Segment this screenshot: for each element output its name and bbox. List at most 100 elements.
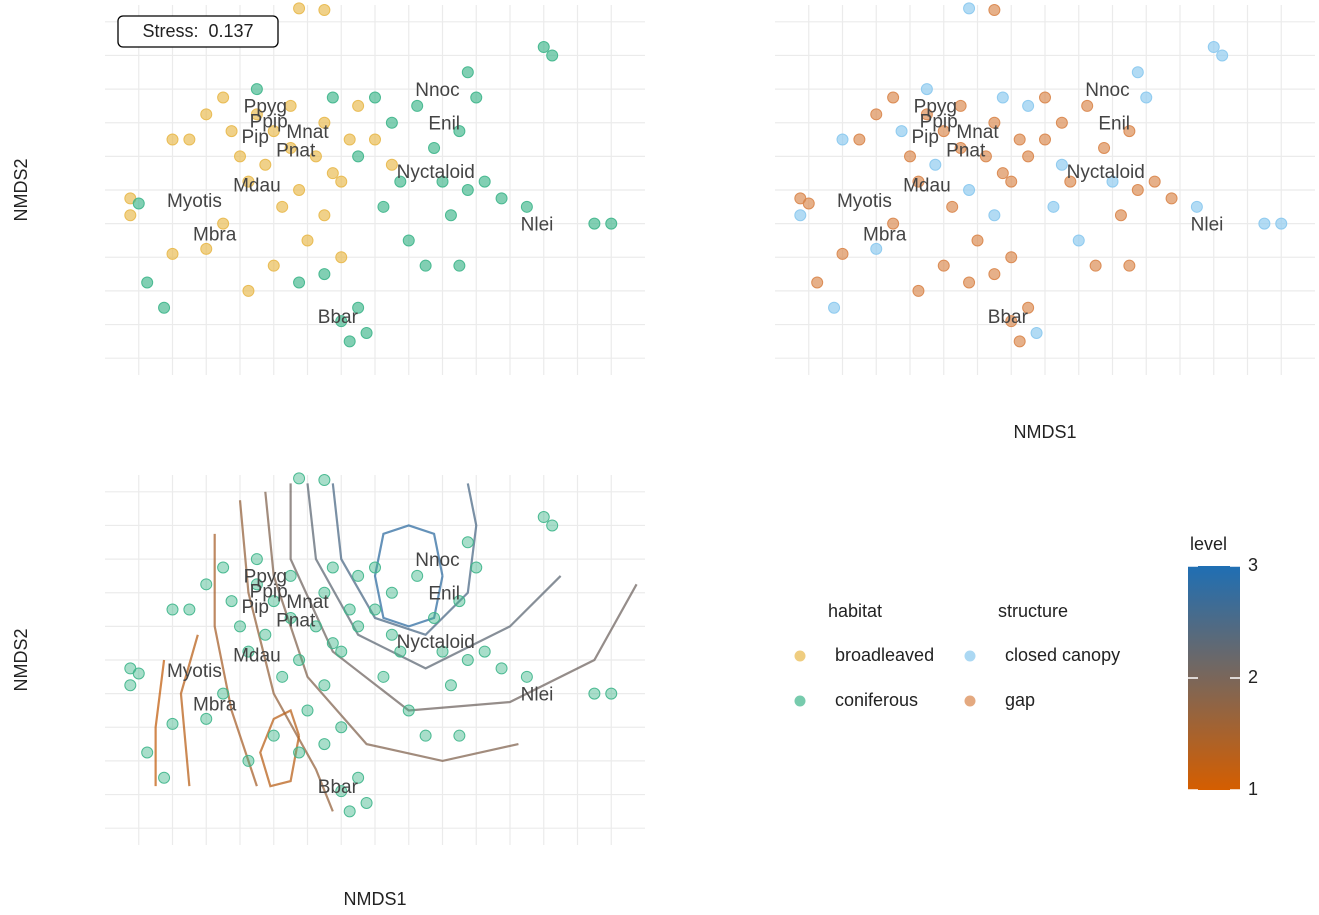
point xyxy=(377,200,390,213)
point xyxy=(259,158,272,171)
point xyxy=(1148,175,1161,188)
point xyxy=(794,209,807,222)
x-axis-label: NMDS1 xyxy=(343,889,406,909)
point xyxy=(158,771,171,784)
point xyxy=(887,91,900,104)
point xyxy=(1005,175,1018,188)
point xyxy=(954,99,967,112)
point xyxy=(284,611,297,624)
point xyxy=(1131,66,1144,79)
species-label: Myotis xyxy=(837,191,892,212)
point xyxy=(1207,41,1220,54)
point xyxy=(267,125,280,138)
point xyxy=(929,158,942,171)
point xyxy=(411,99,424,112)
point xyxy=(343,335,356,348)
point xyxy=(318,209,331,222)
colorbar-tick-label: 3 xyxy=(1248,555,1258,575)
point xyxy=(1039,91,1051,104)
colorbar-title: level xyxy=(1190,534,1227,554)
point xyxy=(141,746,154,759)
point xyxy=(520,200,533,213)
point xyxy=(988,116,1001,129)
annotation-box xyxy=(117,15,279,48)
point xyxy=(166,603,179,616)
point xyxy=(352,301,365,314)
point xyxy=(537,41,550,54)
point xyxy=(141,276,154,289)
legend-title: structure xyxy=(998,601,1068,621)
point xyxy=(360,326,373,339)
species-label: Mbra xyxy=(193,224,237,245)
point xyxy=(605,687,618,700)
point xyxy=(1106,175,1119,188)
point xyxy=(963,276,976,289)
point xyxy=(461,184,474,196)
colorbar-tick-label: 1 xyxy=(1248,779,1258,799)
point xyxy=(284,99,297,112)
point xyxy=(217,687,230,700)
legend-swatch xyxy=(964,650,976,662)
point xyxy=(369,91,381,104)
point xyxy=(436,175,449,188)
point xyxy=(996,167,1009,180)
point xyxy=(1081,99,1094,112)
legend-label: broadleaved xyxy=(835,645,934,665)
point xyxy=(1055,158,1068,171)
point xyxy=(963,184,976,196)
point xyxy=(166,717,179,730)
point xyxy=(470,561,483,574)
point xyxy=(183,133,196,146)
point xyxy=(352,99,365,112)
contour-line xyxy=(238,500,334,812)
point xyxy=(343,133,356,146)
point xyxy=(385,586,398,599)
point xyxy=(158,301,171,314)
point xyxy=(895,125,908,138)
point xyxy=(1098,141,1111,154)
point xyxy=(335,315,348,328)
point xyxy=(200,578,213,591)
point xyxy=(225,595,238,608)
point xyxy=(444,209,457,222)
species-label: Mdau xyxy=(233,646,281,667)
point xyxy=(495,192,508,205)
point xyxy=(242,284,255,297)
point xyxy=(326,561,339,574)
y-axis-label: NMDS2 xyxy=(11,628,31,691)
point xyxy=(284,141,297,154)
point xyxy=(461,536,474,549)
point xyxy=(495,662,508,675)
point xyxy=(470,91,483,104)
point xyxy=(318,586,331,599)
x-axis-label: NMDS1 xyxy=(1013,422,1076,442)
species-label: Ppip xyxy=(250,112,288,133)
point xyxy=(318,268,331,281)
contour-line xyxy=(154,659,166,787)
species-label: Nlei xyxy=(521,214,554,235)
point xyxy=(352,150,365,163)
point xyxy=(1022,99,1035,112)
species-label: Mbra xyxy=(863,224,907,245)
point xyxy=(217,561,230,574)
y-axis-label: NMDS2 xyxy=(11,158,31,221)
point xyxy=(853,133,866,146)
species-label: Enil xyxy=(428,583,460,604)
point xyxy=(811,276,824,289)
point xyxy=(802,197,815,210)
point xyxy=(1190,200,1203,213)
point xyxy=(946,200,959,213)
point xyxy=(293,184,306,196)
species-label: Pnat xyxy=(946,140,986,161)
legend-label: closed canopy xyxy=(1005,645,1120,665)
point xyxy=(904,150,916,163)
point xyxy=(453,259,466,272)
contour-line xyxy=(306,483,562,670)
point xyxy=(385,628,398,641)
point xyxy=(293,472,306,485)
point xyxy=(335,251,348,264)
point xyxy=(352,620,365,633)
point xyxy=(828,301,841,314)
legend-label: gap xyxy=(1005,690,1035,710)
species-label: Enil xyxy=(1098,113,1130,134)
